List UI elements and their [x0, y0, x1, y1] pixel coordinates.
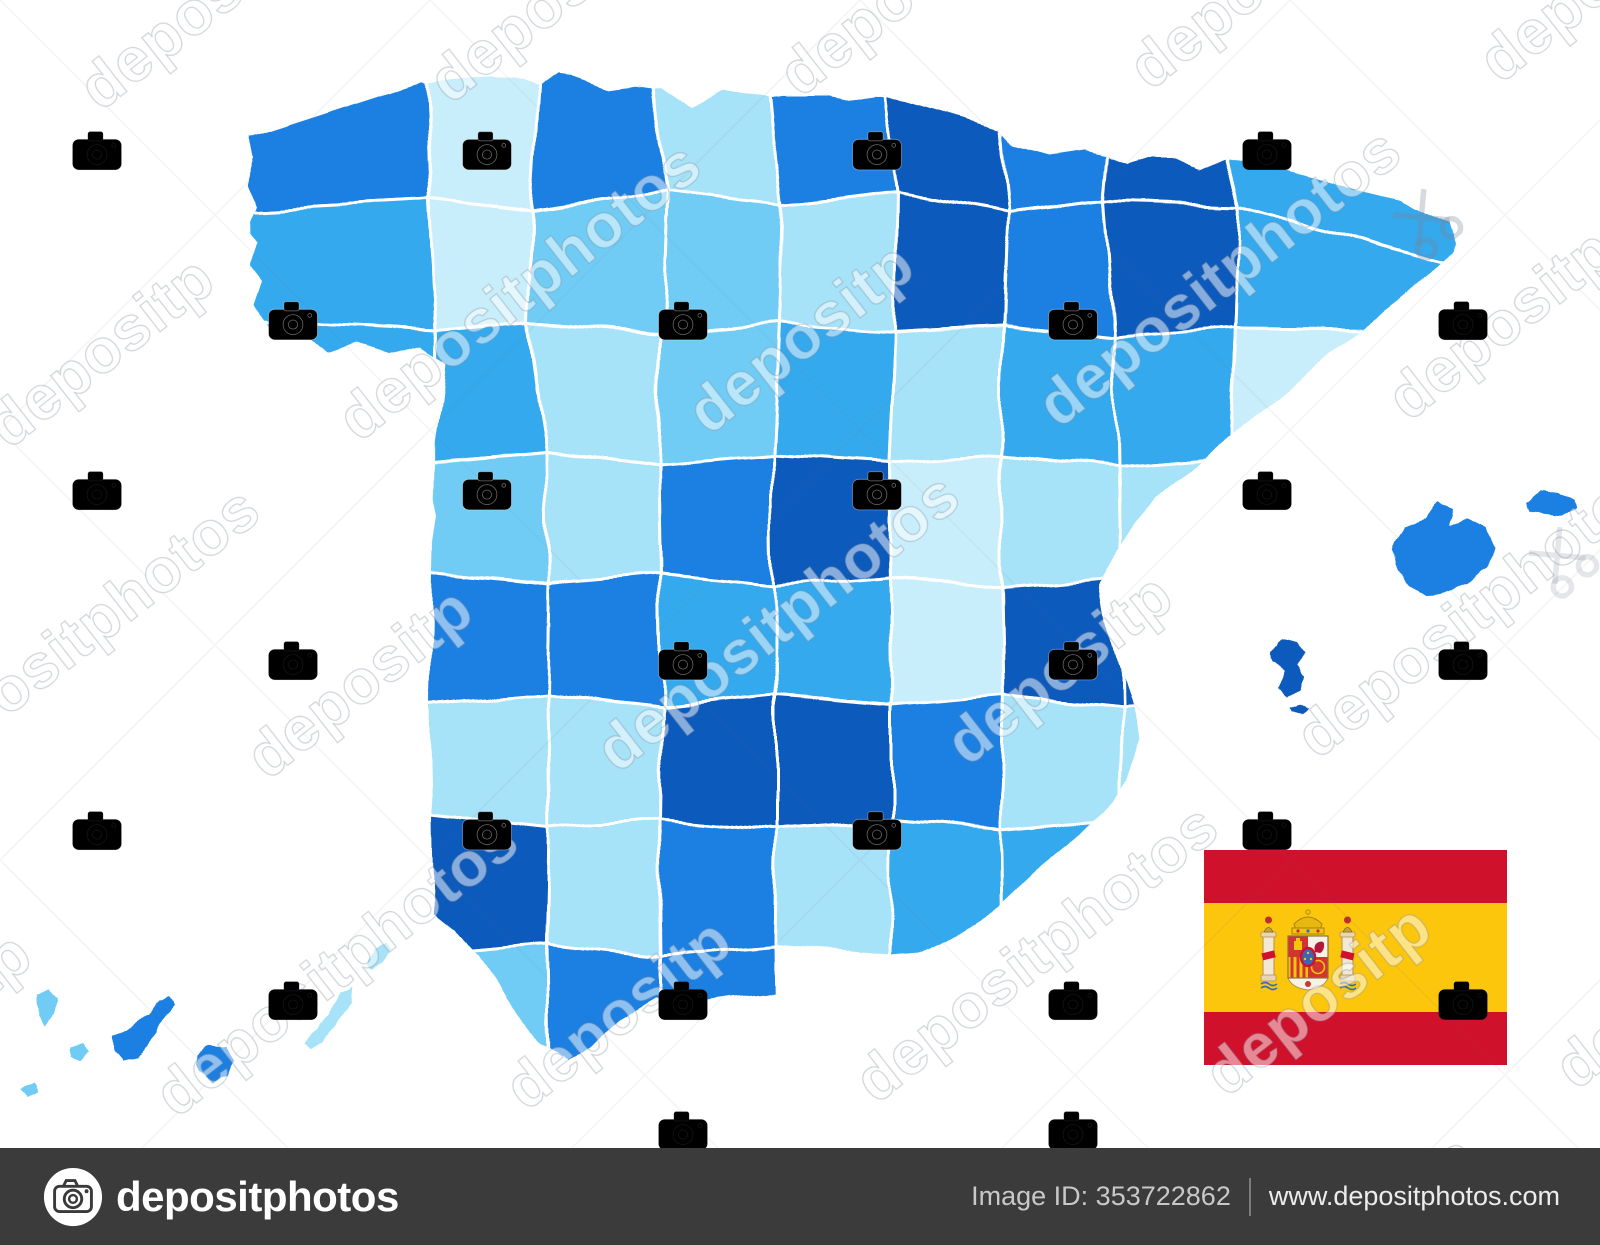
province-shape: [772, 818, 894, 958]
province-shape: [428, 692, 550, 830]
province-shape: [430, 942, 550, 1064]
province-shape: [770, 454, 892, 588]
province-shape: [430, 450, 550, 586]
camera-logo-icon: [43, 1167, 103, 1226]
province-shape: [770, 322, 896, 466]
province-shape: [1116, 576, 1236, 710]
province-shape: [1116, 698, 1236, 830]
province-shape: [890, 694, 1006, 832]
island-la-palma: [35, 986, 60, 1028]
province-shape: [888, 818, 1004, 958]
pillar-right-icon: [1339, 916, 1356, 982]
province-shape: [1002, 200, 1116, 340]
flag-stripe-red-top: [1204, 850, 1507, 903]
province-shape: [660, 190, 784, 336]
province-shape: [1102, 153, 1242, 208]
province-shape: [658, 944, 778, 1064]
province-shape: [998, 128, 1110, 216]
coat-of-arms: [1260, 909, 1356, 991]
island-ibiza: [1269, 637, 1307, 699]
province-shape: [526, 320, 664, 468]
province-shape: [430, 814, 550, 956]
province-shape: [423, 68, 542, 214]
province-shape: [1114, 454, 1234, 588]
province-shape: [656, 322, 780, 468]
island-menorca: [1525, 489, 1579, 518]
province-shape: [248, 318, 438, 464]
image-meta: Image ID: 353722862 www.depositphotos.co…: [971, 1177, 1560, 1216]
province-shape: [428, 198, 534, 332]
province-shape: [544, 692, 664, 830]
island-tenerife: [111, 994, 177, 1063]
province-shape: [768, 93, 898, 208]
province-shape: [776, 190, 898, 334]
island-fuerteventura: [304, 984, 355, 1052]
province-shape: [998, 818, 1120, 956]
province-shape: [246, 198, 438, 332]
province-shape: [1000, 576, 1122, 710]
island-la-gomera: [69, 1040, 92, 1063]
logo-wordmark: depositphotos: [116, 1172, 399, 1220]
province-shape: [544, 816, 664, 958]
province-shape: [526, 190, 670, 336]
province-shape: [1228, 454, 1422, 588]
province-shape: [544, 572, 664, 710]
province-shape: [530, 68, 670, 214]
province-shape: [774, 694, 894, 832]
province-shape: [658, 694, 778, 832]
province-shape: [892, 190, 1010, 334]
island-el-hierro: [19, 1081, 40, 1098]
province-shape: [888, 574, 1006, 708]
province-shape: [656, 454, 776, 588]
spain-flag: [1204, 850, 1507, 1065]
shield-icon: [1287, 935, 1329, 991]
image-id-text: Image ID: 353722862: [971, 1181, 1231, 1211]
province-shape: [772, 574, 894, 708]
province-shape: [658, 572, 778, 710]
province-shape: [544, 450, 662, 586]
province-shape: [998, 452, 1120, 590]
province-shape: [886, 452, 1004, 590]
website-text: www.depositphotos.com: [1268, 1181, 1560, 1211]
island-formentera: [1287, 702, 1311, 715]
crown-icon: [1291, 909, 1325, 935]
watermark-footer: depositphotos Image ID: 353722862 www.de…: [0, 1148, 1600, 1245]
province-shape: [1112, 326, 1238, 468]
province-shape: [544, 942, 664, 1064]
province-shape: [653, 83, 784, 208]
island-lanzarote: [365, 940, 393, 971]
province-shape: [1228, 326, 1422, 464]
island-mallorca: [1391, 499, 1498, 599]
province-shape: [1102, 200, 1242, 340]
island-gran-canaria: [195, 1043, 235, 1085]
pillar-left-icon: [1260, 916, 1277, 982]
province-shape: [886, 324, 1006, 466]
flag-stripe-red-bottom: [1204, 1012, 1507, 1065]
depositphotos-logo: depositphotos: [42, 1166, 399, 1228]
divider: [1248, 1177, 1251, 1216]
province-shape: [246, 78, 432, 212]
province-shape: [998, 694, 1122, 832]
province-shape: [998, 324, 1118, 468]
province-shape: [428, 570, 550, 708]
province-shape: [658, 816, 778, 958]
province-shape: [432, 320, 548, 464]
